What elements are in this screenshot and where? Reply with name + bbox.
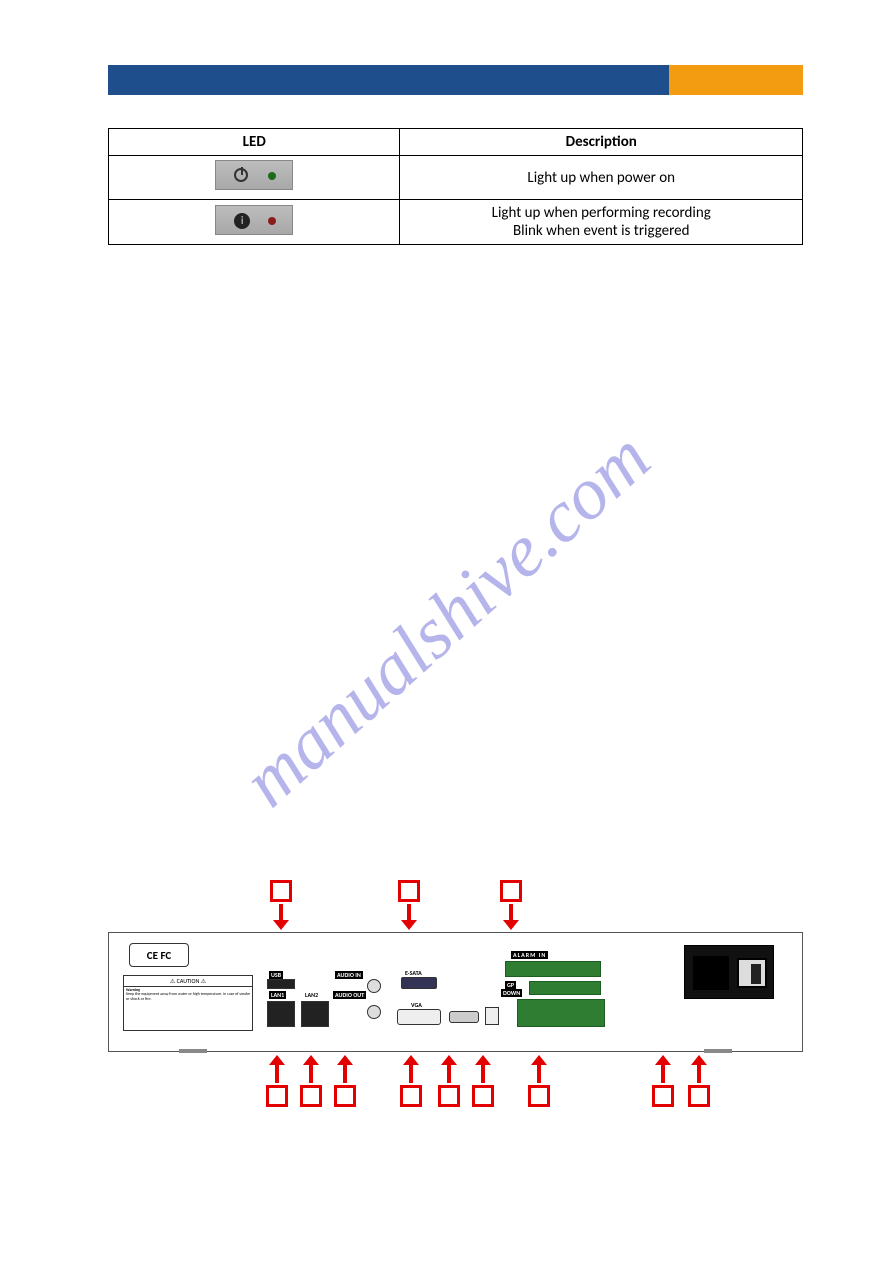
led-description-table: LED Description Light up when power on i [108,128,803,245]
audio-out-jack [367,1005,381,1019]
usb-port [267,979,295,989]
table-header-led: LED [109,129,400,156]
ce-fc-badge: CE FC [129,943,189,967]
header-bar [108,65,803,95]
vga-label: VGA [411,1001,422,1009]
power-module [684,945,774,999]
rear-panel-box: CE FC ⚠ CAUTION ⚠ WarningKeep the equipm… [108,932,803,1052]
alarm-in-label: ALARM IN [511,951,548,959]
callout-box [528,1085,550,1107]
esata-port [401,977,437,989]
vga-port [397,1009,441,1025]
led-dot-green [268,172,276,180]
panel-foot [179,1049,207,1053]
power-icon [234,168,248,182]
led-cell-record: i [109,200,400,245]
desc-line1: Light up when performing recording [492,204,711,222]
desc-line2: Blink when event is triggered [513,222,689,240]
record-led-chip: i [215,205,293,235]
callout-box [688,1085,710,1107]
power-inlet [693,956,729,990]
watermark-text: manualshive.com [226,416,666,824]
led-cell-power [109,156,400,200]
caution-label: ⚠ CAUTION ⚠ [124,976,252,987]
gp-label: GP [505,981,516,989]
callout-box [270,880,292,902]
header-orange-segment [669,65,803,95]
audio-in-label: AUDIO IN [335,971,363,979]
callout-box [472,1085,494,1107]
led-dot-red [268,217,276,225]
table-header-description: Description [400,129,803,156]
callout-box [652,1085,674,1107]
callout-box [300,1085,322,1107]
desc-cell-power: Light up when power on [400,156,803,200]
usb-label: USB [269,971,283,979]
usb-port-small [485,1007,499,1025]
power-switch [737,958,767,988]
table-row: Light up when power on [109,156,803,200]
audio-in-jack [367,979,381,993]
esata-label: E-SATA [405,969,422,977]
lan2-port [301,1001,329,1027]
down-label: DOWN [501,989,522,997]
lan2-label: LAN2 [305,991,318,999]
callout-box [438,1085,460,1107]
table-row: i Light up when performing recording Bli… [109,200,803,245]
hdmi-port [449,1011,479,1023]
info-icon: i [234,213,250,229]
callout-box [266,1085,288,1107]
warning-label-box: ⚠ CAUTION ⚠ WarningKeep the equipment aw… [123,975,253,1031]
callout-box [400,1085,422,1107]
audio-out-label: AUDIO OUT [333,991,366,999]
desc-cell-record: Light up when performing recording Blink… [400,200,803,245]
alarm-in-terminal [505,961,601,977]
lan1-label: LAN1 [269,991,286,999]
alarm-terminal-2 [529,981,601,995]
warning-text: WarningKeep the equipment away from wate… [124,987,252,1004]
callout-box [398,880,420,902]
power-led-chip [215,160,293,190]
callout-box [500,880,522,902]
callout-box [334,1085,356,1107]
panel-foot [704,1049,732,1053]
header-blue-segment [108,65,669,95]
alarm-out-terminal [517,999,605,1027]
lan1-port [267,1001,295,1027]
